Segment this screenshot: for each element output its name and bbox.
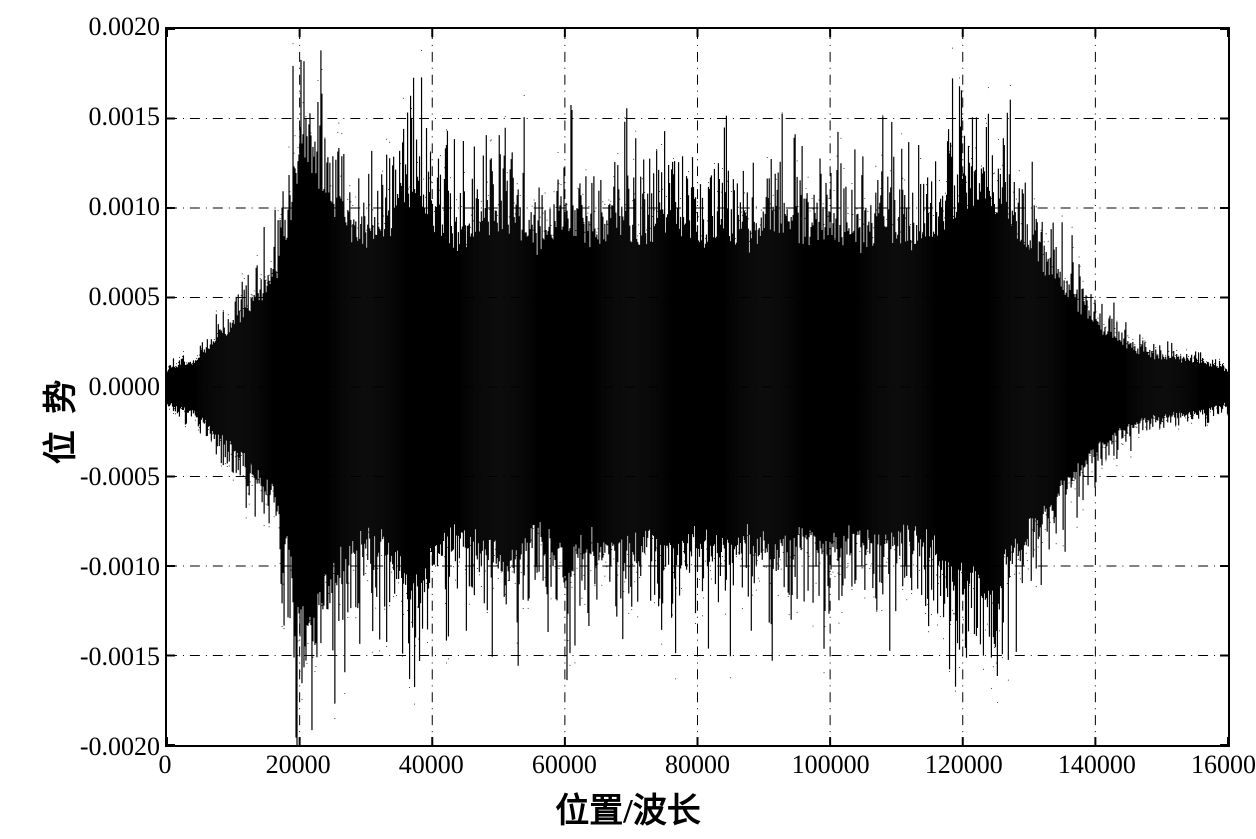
y-tick-label: 0.0000 (60, 372, 160, 402)
chart-container: 位 势 位置/波长 -0.0020-0.0015-0.0010-0.00050.… (5, 5, 1251, 834)
x-tick-label: 120000 (925, 750, 1003, 780)
x-tick-label: 80000 (665, 750, 730, 780)
x-tick-label: 20000 (266, 750, 331, 780)
y-tick-label: 0.0010 (60, 192, 160, 222)
plot-area (165, 27, 1230, 747)
x-tick-label: 100000 (792, 750, 870, 780)
y-tick-label: -0.0010 (60, 552, 160, 582)
x-tick-label: 40000 (399, 750, 464, 780)
x-tick-label: 140000 (1058, 750, 1136, 780)
x-tick-label: 60000 (532, 750, 597, 780)
x-tick-label: 160000 (1191, 750, 1256, 780)
x-tick-label: 0 (159, 750, 172, 780)
y-tick-label: 0.0015 (60, 102, 160, 132)
y-tick-label: -0.0020 (60, 732, 160, 762)
y-tick-label: -0.0005 (60, 462, 160, 492)
y-tick-label: 0.0020 (60, 12, 160, 42)
y-tick-label: 0.0005 (60, 282, 160, 312)
signal-plot (167, 29, 1228, 745)
y-tick-label: -0.0015 (60, 642, 160, 672)
x-axis-label: 位置/波长 (555, 783, 700, 832)
